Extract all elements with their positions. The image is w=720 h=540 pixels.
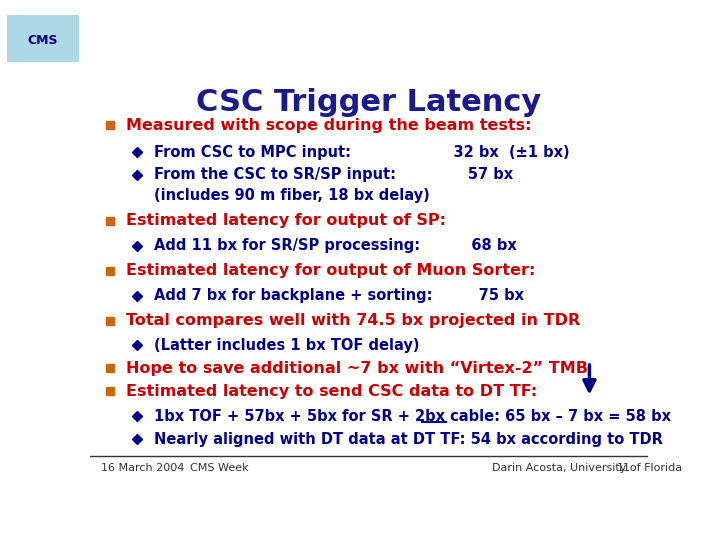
Text: Add 7 bx for backplane + sorting:         75 bx: Add 7 bx for backplane + sorting: 75 bx: [154, 288, 524, 303]
Text: CMS Week: CMS Week: [190, 463, 249, 473]
FancyBboxPatch shape: [4, 12, 83, 64]
Text: Total compares well with 74.5 bx projected in TDR: Total compares well with 74.5 bx project…: [126, 313, 580, 328]
Text: From CSC to MPC input:                    32 bx  (±1 bx): From CSC to MPC input: 32 bx (±1 bx): [154, 145, 570, 160]
Text: Hope to save additional ~7 bx with “Virtex-2” TMB: Hope to save additional ~7 bx with “Virt…: [126, 361, 588, 376]
Text: 16 March 2004: 16 March 2004: [101, 463, 184, 473]
Text: Estimated latency for output of Muon Sorter:: Estimated latency for output of Muon Sor…: [126, 263, 536, 278]
Text: Darin Acosta, University of Florida: Darin Acosta, University of Florida: [492, 463, 682, 473]
Text: Estimated latency for output of SP:: Estimated latency for output of SP:: [126, 213, 446, 228]
Text: (includes 90 m fiber, 18 bx delay): (includes 90 m fiber, 18 bx delay): [154, 188, 430, 203]
Text: (Latter includes 1 bx TOF delay): (Latter includes 1 bx TOF delay): [154, 338, 420, 353]
Text: Measured with scope during the beam tests:: Measured with scope during the beam test…: [126, 118, 532, 133]
Text: Add 11 bx for SR/SP processing:          68 bx: Add 11 bx for SR/SP processing: 68 bx: [154, 238, 517, 253]
Text: CMS: CMS: [27, 34, 58, 47]
Text: 11: 11: [617, 463, 631, 473]
Text: Estimated latency to send CSC data to DT TF:: Estimated latency to send CSC data to DT…: [126, 384, 538, 399]
Text: CSC Trigger Latency: CSC Trigger Latency: [197, 87, 541, 117]
Text: From the CSC to SR/SP input:              57 bx: From the CSC to SR/SP input: 57 bx: [154, 167, 513, 183]
Text: 1bx TOF + 57bx + 5bx for SR + 2bx cable: 65 bx – 7 bx = 58 bx: 1bx TOF + 57bx + 5bx for SR + 2bx cable:…: [154, 409, 671, 424]
Text: Nearly aligned with DT data at DT TF: 54 bx according to TDR: Nearly aligned with DT data at DT TF: 54…: [154, 431, 663, 447]
